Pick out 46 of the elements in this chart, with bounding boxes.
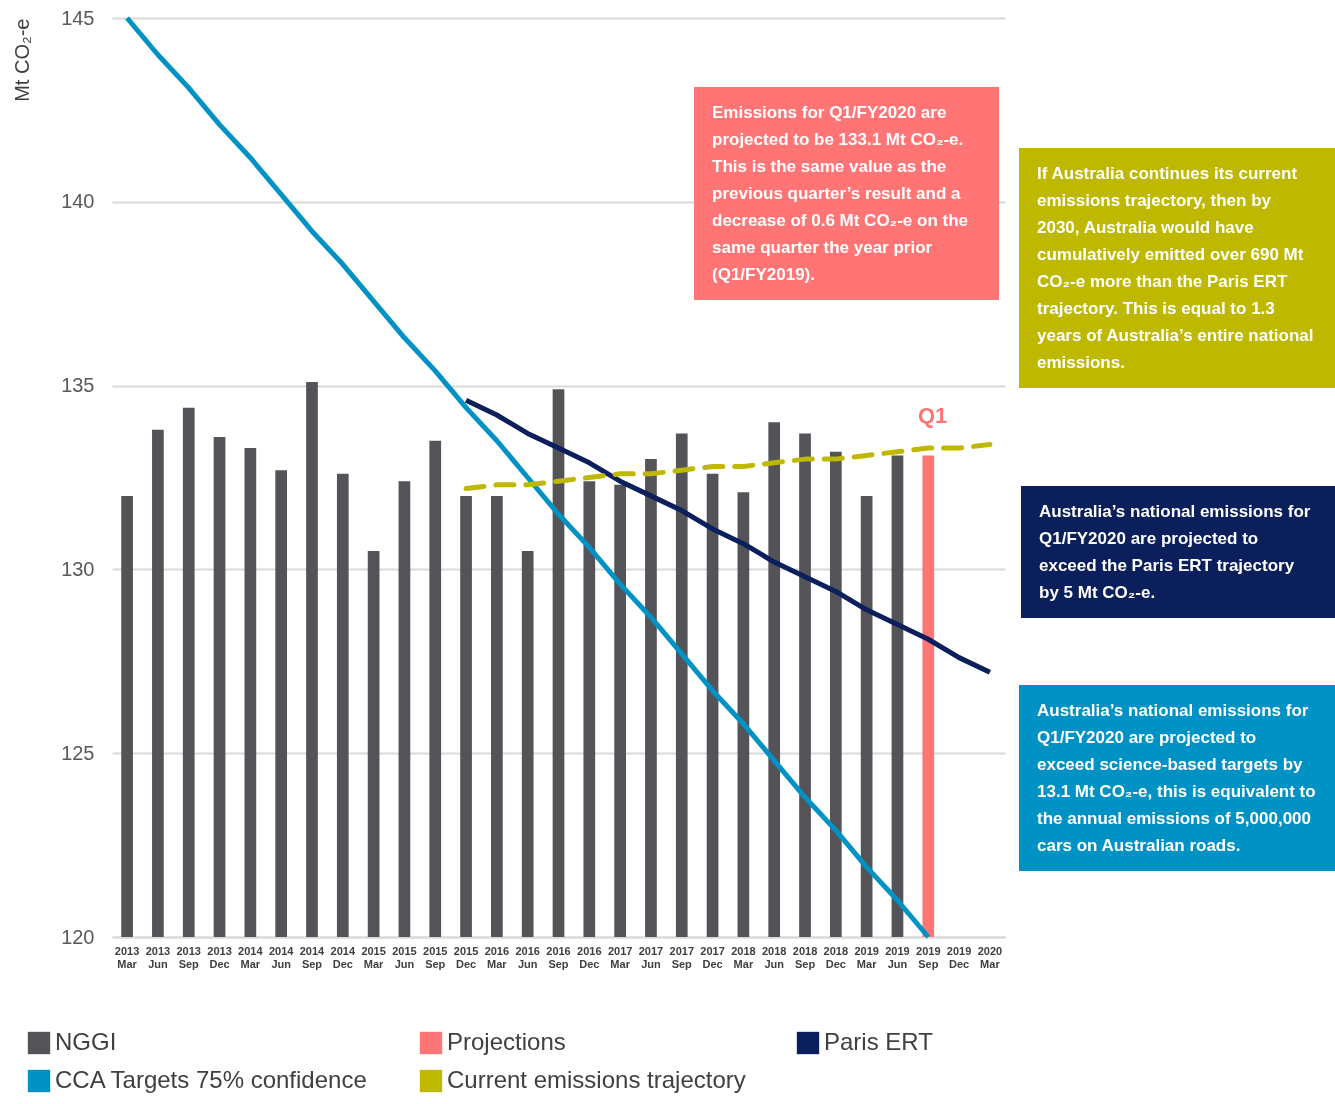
x-tick-label: 2017 Mar xyxy=(607,944,633,970)
text: Australia’s national emissions for Q1/FY2020 are projected to exceed science-based targets by 13.1 Mt CO₂-e, this is equivalent to the annual emissions of 5,000,000 cars on Australian roads. xyxy=(1019,685,1335,871)
y-tick-label: 140 xyxy=(61,190,95,213)
x-tick-label: 2018 Jun xyxy=(761,944,787,970)
x-tick-label: 2016 Mar xyxy=(484,944,510,970)
annotation: Q1 xyxy=(918,402,949,429)
x-tick-label: 2019 Dec xyxy=(946,944,972,970)
legend-label: Projections xyxy=(447,1028,566,1055)
x-tick-label: 2015 Sep xyxy=(423,944,448,970)
x-tick-label: 2018 Dec xyxy=(823,944,849,970)
x-tick-label: 2013 Mar xyxy=(114,944,140,970)
x-tick-label: 2016 Sep xyxy=(546,944,571,970)
x-tick-label: 2014 Dec xyxy=(330,944,356,970)
legend-label: Current emissions trajectory xyxy=(447,1066,746,1093)
x-tick-label: 2013 Dec xyxy=(207,944,232,970)
x-tick-label: 2019 Jun xyxy=(885,944,910,970)
x-tick-label: 2018 Mar xyxy=(731,944,756,970)
y-tick-label: 125 xyxy=(61,741,95,764)
x-tick-label: 2014 Jun xyxy=(268,944,295,970)
x-tick-label: 2017 Sep xyxy=(669,944,694,970)
legend-label: Paris ERT xyxy=(824,1028,934,1055)
x-tick-label: 2015 Jun xyxy=(392,944,417,970)
x-tick-label: 2019 Mar xyxy=(854,944,879,970)
text: Australia’s national emissions for Q1/FY2020 are projected to exceed the Paris ERT trajectory by 5 Mt CO₂-e. xyxy=(1021,486,1335,618)
y-tick-label: 130 xyxy=(61,557,95,580)
legend-label: NGGI xyxy=(55,1028,117,1055)
x-tick-label: 2013 Jun xyxy=(145,944,171,970)
x-tick-label: 2019 Sep xyxy=(916,944,941,970)
y-tick-label: 145 xyxy=(61,6,95,29)
x-tick-label: 2016 Dec xyxy=(577,944,602,970)
x-tick-label: 2017 Jun xyxy=(638,944,664,970)
text: If Australia continues its current emissions trajectory, then by 2030, Australia would have cumulatively emitted over 690 Mt CO₂-e more than the Paris ERT trajectory. This is equal to 1.3 years of Australia’s entire national emissions. xyxy=(1019,148,1335,388)
x-tick-label: 2013 Sep xyxy=(176,944,201,970)
x-tick-label: 2017 Dec xyxy=(700,944,725,970)
legend-label: CCA Targets 75% confidence xyxy=(55,1066,367,1093)
y-tick-label: 135 xyxy=(61,374,95,397)
x-tick-label: 2016 Jun xyxy=(515,944,540,970)
x-tick-label: 2014 Mar xyxy=(238,944,264,970)
annotation: Emissions for Q1/FY2020 are projected to be 133.1 Mt CO₂-e. This is the same value as the previous quarter’s result and a decrease of 0.6 Mt CO₂-e on the same quarter the year prior (Q1/FY2019). xyxy=(694,87,999,300)
x-tick-label: 2015 Mar xyxy=(361,944,386,970)
x-tick-label: 2020 Mar xyxy=(977,944,1003,970)
x-tick-label: 2015 Dec xyxy=(453,944,479,970)
x-tick-label: 2018 Sep xyxy=(792,944,818,970)
y-tick-label: 120 xyxy=(61,925,95,948)
x-tick-label: 2014 Sep xyxy=(299,944,326,970)
y-axis-title: Mt CO₂-e xyxy=(11,18,34,102)
